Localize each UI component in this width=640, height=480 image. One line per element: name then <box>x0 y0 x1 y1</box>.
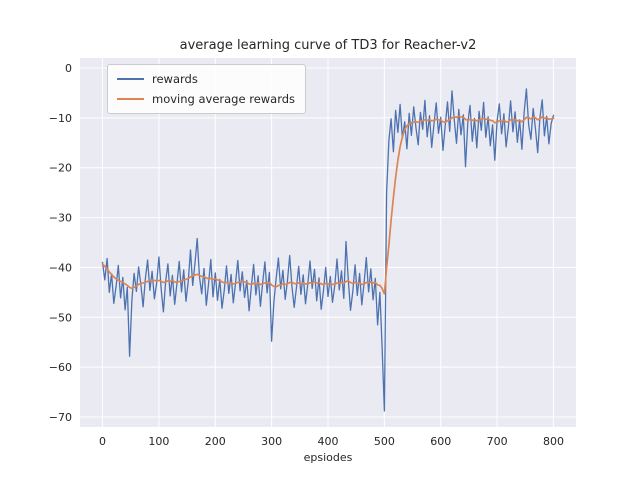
y-tick-label: −60 <box>49 361 72 374</box>
x-tick-label: 600 <box>430 435 451 448</box>
x-tick-label: 700 <box>487 435 508 448</box>
x-tick-label: 400 <box>318 435 339 448</box>
x-tick-label: 300 <box>261 435 282 448</box>
legend-item-rewards: rewards <box>117 72 295 86</box>
legend-label-moving-average: moving average rewards <box>152 92 296 106</box>
y-tick-label: −30 <box>49 212 72 225</box>
moving-average-line-swatch <box>117 98 144 100</box>
y-tick-label: −40 <box>49 261 72 274</box>
legend: rewards moving average rewards <box>107 64 307 114</box>
x-axis-label: epsiodes <box>304 451 353 464</box>
x-tick-label: 500 <box>374 435 395 448</box>
y-tick-label: 0 <box>65 62 72 75</box>
rewards-line-swatch <box>117 78 144 80</box>
rewards-line <box>101 88 555 412</box>
legend-item-moving-average: moving average rewards <box>117 92 295 106</box>
y-tick-label: −50 <box>49 311 72 324</box>
x-tick-label: 0 <box>99 435 106 448</box>
legend-label-rewards: rewards <box>152 72 198 86</box>
y-tick-label: −10 <box>49 112 72 125</box>
y-tick-label: −70 <box>49 411 72 424</box>
x-tick-label: 100 <box>148 435 169 448</box>
moving-average-line <box>101 115 555 295</box>
y-tick-label: −20 <box>49 162 72 175</box>
x-tick-label: 800 <box>543 435 564 448</box>
chart-title: average learning curve of TD3 for Reache… <box>180 38 477 53</box>
x-tick-label: 200 <box>205 435 226 448</box>
